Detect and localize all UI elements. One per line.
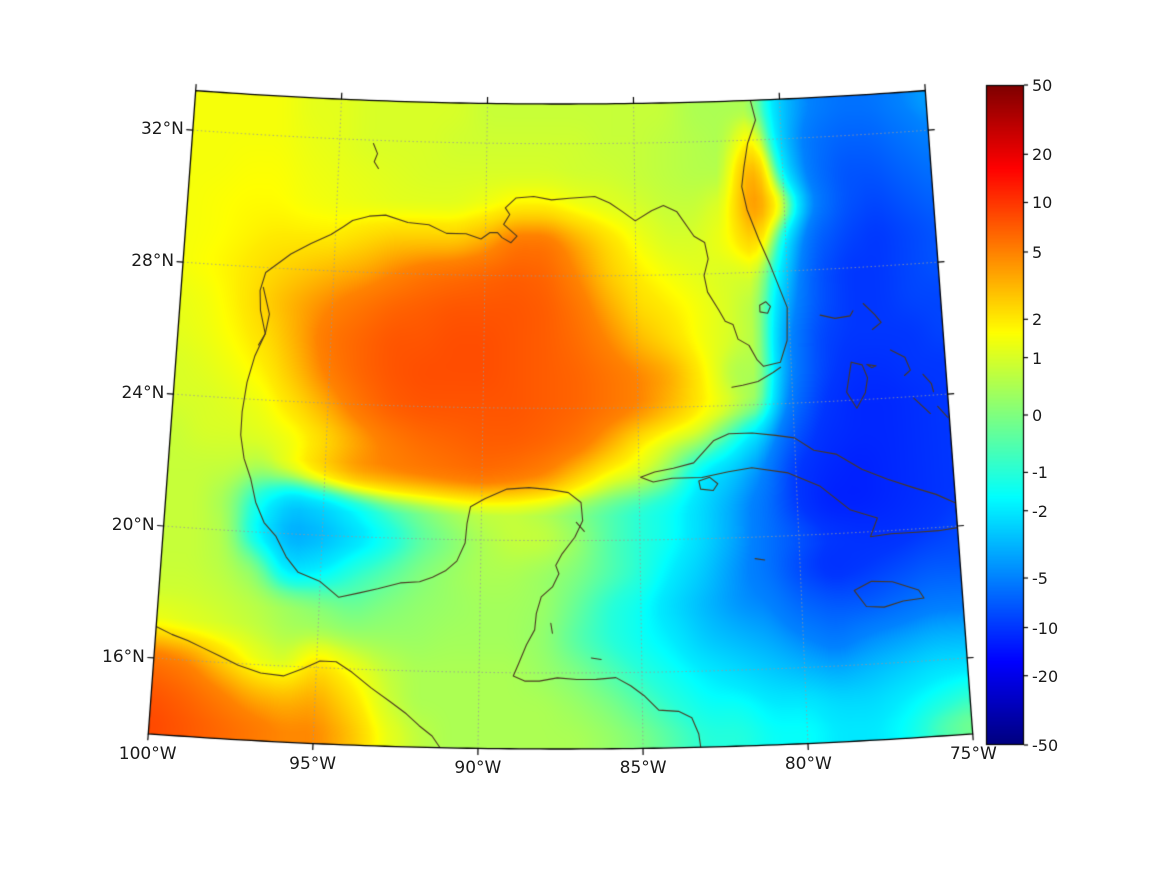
lon-tick-label: 80°W xyxy=(784,753,832,774)
lon-tick-label: 95°W xyxy=(289,753,337,774)
lat-tick-label: 32°N xyxy=(140,119,184,140)
colorbar-tick-label: -10 xyxy=(1032,618,1059,638)
lat-tick-label: 16°N xyxy=(102,647,145,668)
lon-tick-label: 100°W xyxy=(118,743,177,764)
colorbar-tick-label: 2 xyxy=(1032,310,1043,330)
colorbar-tick-label: -20 xyxy=(1032,666,1059,686)
colorbar-tick-label: 0 xyxy=(1032,406,1043,425)
colorbar-tick-label: -5 xyxy=(1032,569,1048,589)
colorbar-tick-label: 20 xyxy=(1032,145,1053,165)
colorbar-tick-label: -1 xyxy=(1032,463,1048,483)
colorbar-tick-label: 5 xyxy=(1032,242,1043,262)
lon-tick-label: 90°W xyxy=(454,758,502,779)
lat-tick-label: 24°N xyxy=(121,383,165,404)
lat-tick-label: 28°N xyxy=(131,251,175,272)
colorbar-tick-label: -2 xyxy=(1032,501,1048,521)
lon-tick-label: 75°W xyxy=(949,743,997,764)
colorbar-tick-label: 50 xyxy=(1032,76,1053,95)
lon-tick-label: 85°W xyxy=(619,758,667,779)
colorbar-tick-label: 1 xyxy=(1032,348,1043,368)
colorbar-tick-label: -50 xyxy=(1032,736,1059,755)
colorbar-tick-label: 10 xyxy=(1032,193,1053,213)
lat-tick-label: 20°N xyxy=(111,515,155,536)
